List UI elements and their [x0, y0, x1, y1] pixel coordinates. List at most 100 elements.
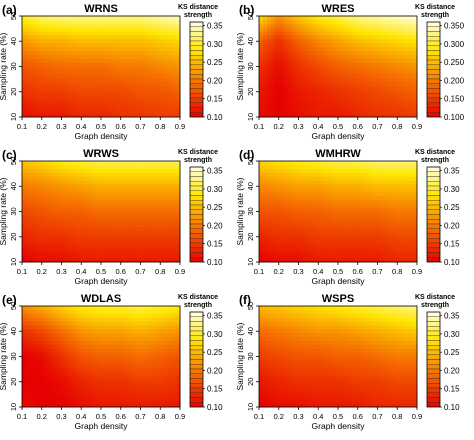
colorbar-band [426, 83, 441, 89]
heatmap-cell [393, 199, 398, 205]
heatmap-cell [104, 250, 110, 255]
colorbar-band [426, 31, 441, 37]
heatmap-cell [353, 113, 359, 118]
heatmap-cell [389, 47, 394, 52]
heatmap-cell [357, 50, 363, 56]
heatmap-cell [93, 258, 98, 263]
heatmap-cell [73, 203, 78, 209]
heatmap-cell [266, 188, 272, 193]
heatmap-cell [22, 109, 27, 114]
heatmap-cell [377, 78, 382, 83]
colorbar-tick-label: 0.10 [207, 113, 223, 122]
heatmap-cell [318, 211, 323, 216]
heatmap-cell [33, 85, 39, 91]
heatmap-cell [57, 168, 62, 174]
heatmap-cell [69, 172, 74, 177]
heatmap-cell [61, 93, 66, 98]
heatmap-cell [25, 313, 31, 319]
heatmap-cell [77, 340, 82, 346]
heatmap-cell [369, 78, 374, 83]
heatmap-cell [294, 199, 299, 205]
heatmap-cell [274, 50, 280, 56]
heatmap-cell [53, 47, 58, 52]
heatmap-cell [365, 168, 370, 174]
heatmap-cell [353, 82, 359, 87]
heatmap-cell [65, 31, 70, 36]
heatmap-cell [97, 180, 102, 185]
heatmap-cell [306, 31, 311, 36]
heatmap-cell [93, 313, 98, 319]
heatmap-cell [61, 31, 66, 36]
heatmap-cell [33, 66, 39, 71]
heatmap-cell [140, 31, 145, 36]
heatmap-cell [65, 352, 70, 357]
heatmap-cell [262, 219, 268, 224]
colorbar-tick-label: 0.25 [207, 58, 223, 67]
heatmap-cell [345, 188, 351, 193]
heatmap-cell [132, 23, 137, 29]
heatmap-cell [172, 199, 177, 205]
heatmap-cell [341, 219, 347, 224]
heatmap-cell [266, 246, 272, 251]
heatmap-cell [302, 211, 307, 216]
heatmap-cell [93, 35, 98, 40]
heatmap-cell [128, 35, 133, 40]
heatmap-cell [306, 180, 311, 185]
heatmap-cell [306, 54, 311, 60]
heatmap-cell [377, 101, 382, 106]
heatmap-cell [61, 62, 66, 67]
heatmap-cell [152, 188, 157, 193]
heatmap-cell [144, 78, 149, 83]
heatmap-cell [61, 19, 66, 25]
heatmap-cell [37, 348, 43, 354]
heatmap-cell [144, 85, 149, 91]
heatmap-cell [381, 93, 386, 98]
heatmap-cell [77, 250, 82, 255]
heatmap-cell [22, 168, 27, 174]
heatmap-cell [53, 188, 58, 193]
heatmap-cell [33, 211, 39, 216]
heatmap-cell [302, 74, 307, 79]
heatmap-cell [41, 192, 47, 197]
heatmap-cell [357, 47, 363, 52]
heatmap-cell [294, 66, 299, 71]
heatmap-cell [69, 223, 74, 228]
heatmap-cell [156, 227, 161, 232]
heatmap-cell [148, 192, 153, 197]
heatmap-cell [73, 387, 78, 392]
x-tick-label: 0.1 [254, 122, 264, 131]
heatmap-cell [176, 47, 181, 52]
heatmap-cell [361, 70, 367, 75]
heatmap-cell [104, 74, 110, 79]
heatmap-cell [73, 62, 78, 67]
panel-label: (a) [2, 3, 17, 17]
heatmap-cell [93, 78, 98, 83]
heatmap-cell [361, 113, 367, 118]
heatmap-cell [57, 192, 62, 197]
heatmap-cell [85, 97, 90, 102]
heatmap-cell [389, 230, 394, 236]
heatmap-cell [298, 105, 303, 110]
heatmap-cell [22, 82, 27, 87]
heatmap-cell [73, 215, 78, 220]
heatmap-cell [37, 250, 43, 255]
heatmap-cell [377, 254, 382, 259]
heatmap-cell [112, 16, 118, 21]
x-tick-label: 0.3 [293, 267, 303, 276]
heatmap-cell [61, 313, 66, 319]
heatmap-cell [85, 27, 90, 32]
heatmap-cell [361, 161, 367, 166]
heatmap-cell [97, 176, 102, 181]
heatmap-cell [81, 105, 86, 110]
heatmap-cell [49, 258, 54, 263]
heatmap-cell [140, 172, 145, 177]
heatmap-cell [409, 164, 414, 170]
heatmap-cell [101, 78, 106, 83]
heatmap-cell [286, 230, 291, 236]
colorbar-band [189, 78, 204, 84]
heatmap-cell [278, 93, 284, 98]
heatmap-cell [108, 39, 114, 44]
heatmap-cell [108, 188, 114, 193]
heatmap-cell [349, 180, 355, 185]
heatmap-cell [37, 230, 43, 236]
